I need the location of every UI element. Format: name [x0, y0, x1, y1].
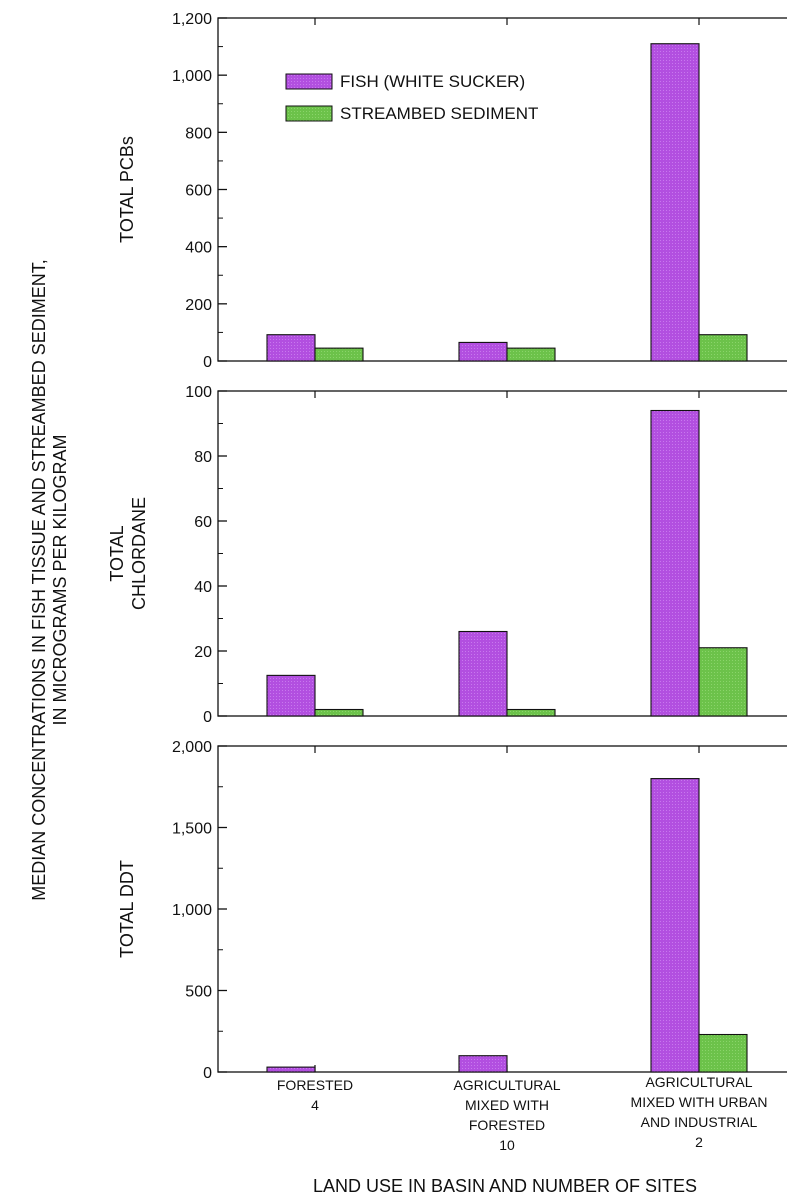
bar-1-fish-2 — [458, 341, 508, 362]
y-axis-title-line-2: IN MICROGRAMS PER KILOGRAM — [50, 434, 70, 725]
legend: FISH (WHITE SUCKER) STREAMBED SEDIMENT — [285, 72, 538, 123]
category-label-1: 4 — [311, 1097, 319, 1113]
category-label-3: AND INDUSTRIAL — [641, 1114, 758, 1130]
category-label-2: MIXED WITH — [465, 1097, 549, 1113]
category-label-2: AGRICULTURAL — [453, 1077, 560, 1093]
category-label-2: 10 — [499, 1137, 515, 1153]
bar-2-fish-1 — [266, 674, 316, 717]
legend-label-fish: FISH (WHITE SUCKER) — [340, 72, 525, 91]
panel-2-y-tick-label: 60 — [194, 514, 212, 531]
panel-2-y-tick-label: 100 — [185, 384, 212, 401]
category-label-3: 2 — [695, 1134, 703, 1150]
panel-2: 0 20 40 60 80 100 TOTAL CHLORDANE — [107, 384, 787, 726]
panel-2-label: TOTAL — [107, 525, 127, 581]
panel-2-y-tick-label: 80 — [194, 449, 212, 466]
category-label-2: FORESTED — [469, 1117, 545, 1133]
panel-2-y-tick-label: 40 — [194, 579, 212, 596]
bar-2-fish-3 — [650, 409, 700, 717]
panel-3-label: TOTAL DDT — [117, 860, 137, 958]
legend-swatch-sediment — [285, 105, 333, 122]
panel-3-y-tick-label: 0 — [203, 1065, 212, 1082]
bar-3-fish-1 — [266, 1066, 316, 1073]
panel-1-y-tick-label: 400 — [185, 240, 212, 257]
legend-label-sediment: STREAMBED SEDIMENT — [340, 104, 538, 123]
panel-1-y-tick-label: 0 — [203, 354, 212, 371]
panel-1-y-tick-label: 200 — [185, 297, 212, 314]
category-label-3: MIXED WITH URBAN — [631, 1094, 768, 1110]
panel-3-frame — [217, 745, 787, 1073]
panel-2-y-tick-label: 20 — [194, 644, 212, 661]
bar-3-fish-2 — [458, 1055, 508, 1073]
bar-1-sediment-2 — [506, 347, 556, 362]
bar-2-sediment-3 — [698, 647, 748, 717]
bar-2-fish-2 — [458, 630, 508, 717]
bar-2-sediment-1 — [314, 708, 364, 717]
panel-1: 0 200 400 600 800 1,000 1,200 TOTAL PCBs — [117, 11, 787, 371]
panel-1-frame — [217, 17, 787, 362]
panel-3-y-tick-label: 2,000 — [172, 739, 212, 756]
panel-3-y-tick-label: 1,500 — [172, 821, 212, 838]
bar-1-fish-1 — [266, 334, 316, 362]
panel-1-y-tick-label: 600 — [185, 183, 212, 200]
panel-3-y-tick-label: 500 — [185, 984, 212, 1001]
panel-3-y-tick-label: 1,000 — [172, 902, 212, 919]
bar-1-sediment-3 — [698, 334, 748, 362]
bar-3-fish-3 — [650, 778, 700, 1073]
panel-2-y-tick-label: 0 — [203, 709, 212, 726]
bar-3-sediment-3 — [698, 1033, 748, 1073]
category-label-3: AGRICULTURAL — [645, 1074, 752, 1090]
panel-1-y-tick-label: 1,200 — [172, 11, 212, 28]
y-axis-title-line-1: MEDIAN CONCENTRATIONS IN FISH TISSUE AND… — [29, 259, 49, 900]
panel-1-label: TOTAL PCBs — [117, 136, 137, 243]
panel-1-y-tick-label: 800 — [185, 125, 212, 142]
bar-1-fish-3 — [650, 43, 700, 362]
category-label-1: FORESTED — [277, 1077, 353, 1093]
legend-swatch-fish — [285, 73, 333, 90]
panel-2-label: CHLORDANE — [129, 497, 149, 610]
bar-1-sediment-1 — [314, 347, 364, 362]
panel-1-y-tick-label: 1,000 — [172, 68, 212, 85]
x-axis-title: LAND USE IN BASIN AND NUMBER OF SITES — [313, 1176, 697, 1196]
bar-2-sediment-2 — [506, 708, 556, 717]
panel-3: 0 500 1,000 1,500 2,000 TOTAL DDT — [117, 739, 787, 1082]
